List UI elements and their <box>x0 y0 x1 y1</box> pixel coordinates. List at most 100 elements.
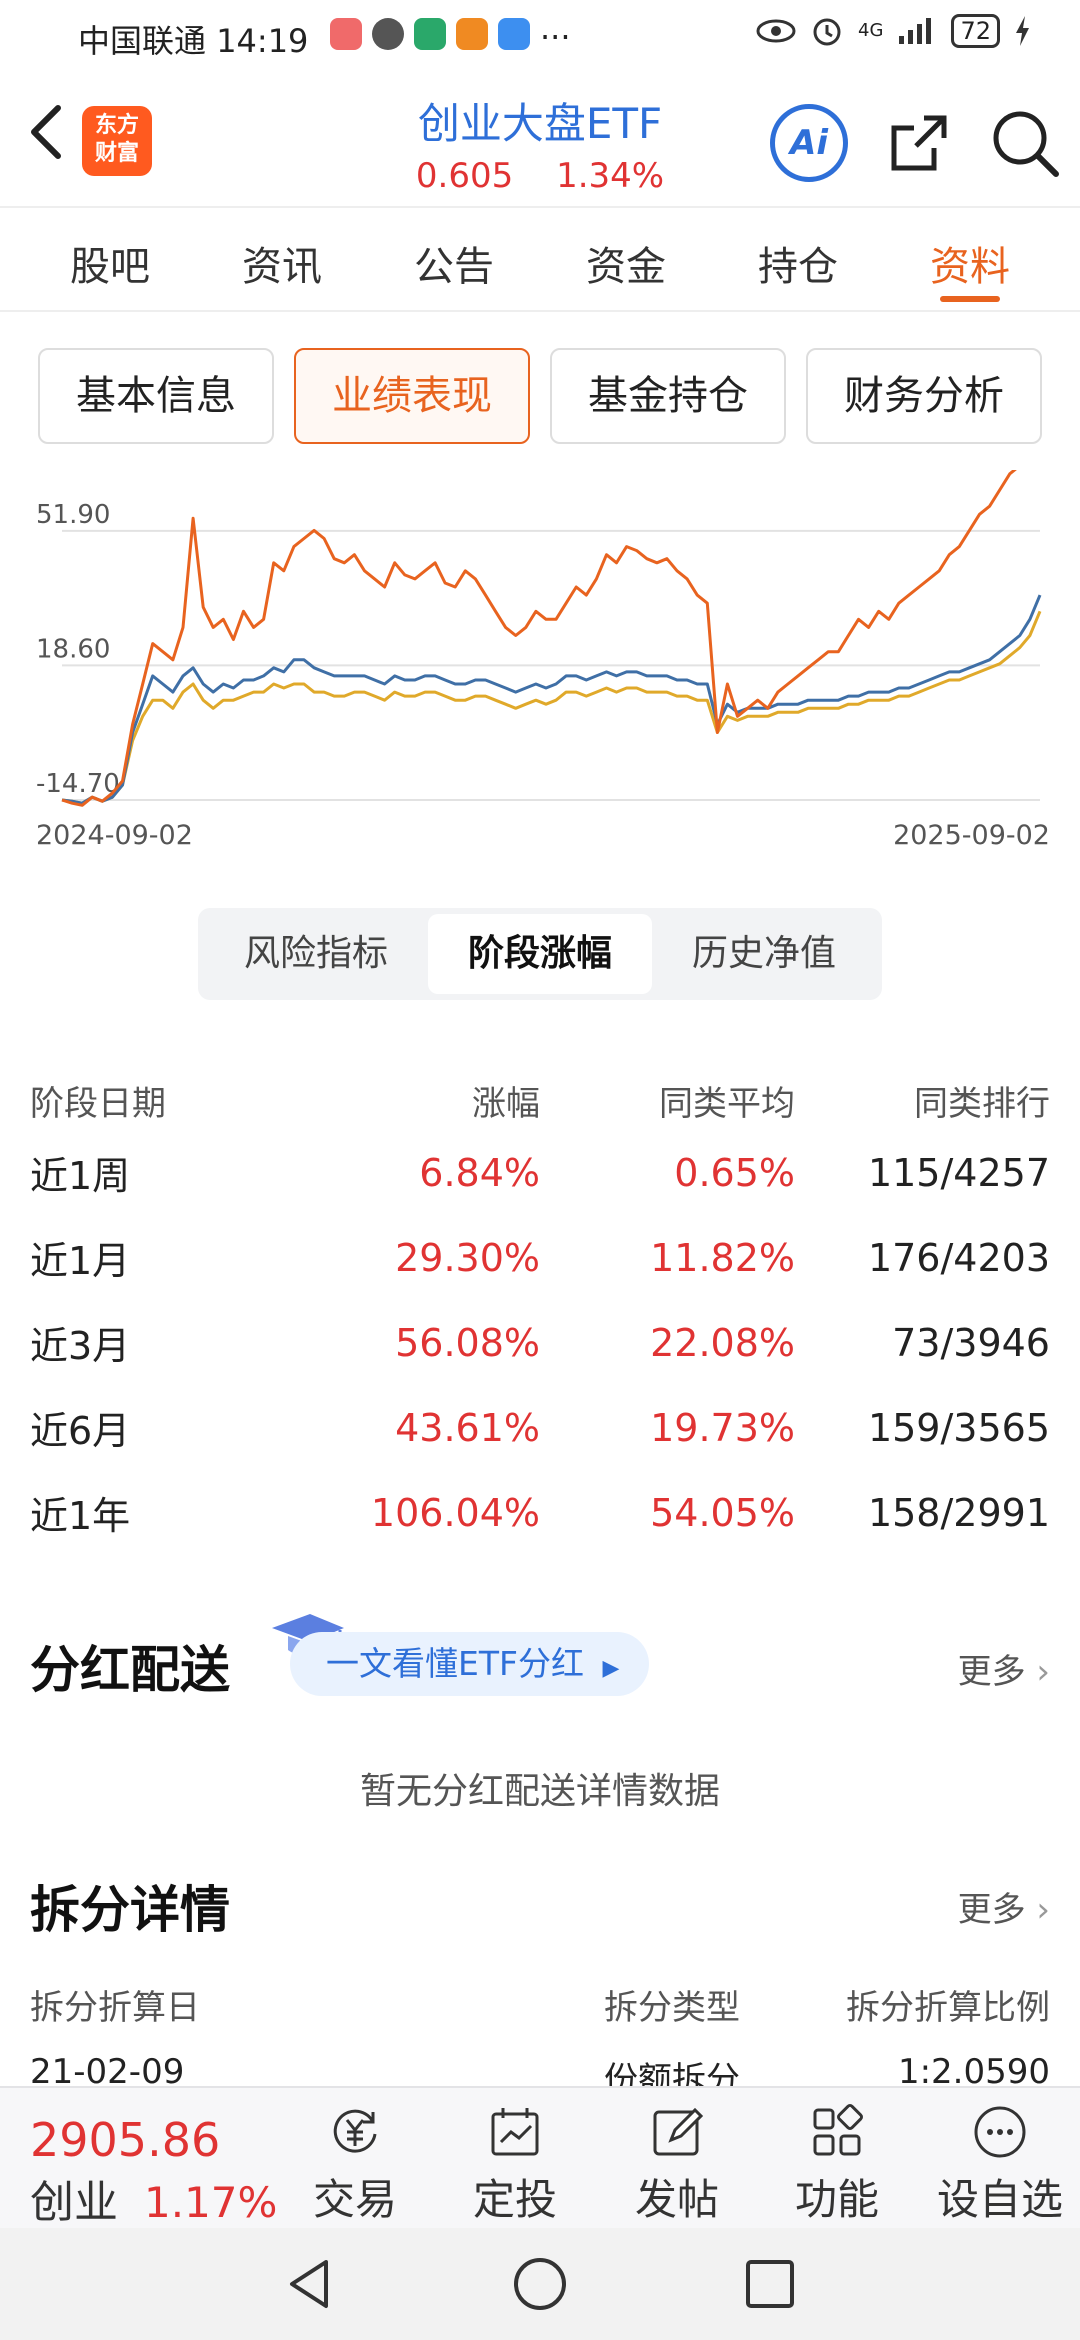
row-peer-avg: 19.73% <box>650 1405 795 1450</box>
audio-app-icon <box>372 18 404 50</box>
subtab-period-returns[interactable]: 阶段涨幅 <box>428 914 652 994</box>
tabs-divider <box>0 310 1080 312</box>
system-nav-bar <box>0 2228 1080 2340</box>
row-peer-avg: 22.08% <box>650 1320 795 1365</box>
nav-back-icon[interactable] <box>280 2254 340 2314</box>
nav-recents-icon[interactable] <box>740 2254 800 2314</box>
functions-button[interactable]: 功能 <box>782 2104 892 2227</box>
dividend-more-link[interactable]: 更多 › <box>958 1644 1050 1693</box>
alarm-icon <box>813 18 841 46</box>
notification-icons: ··· <box>330 18 571 56</box>
split-more-text: 更多 <box>957 1890 1026 1930</box>
nav-home-icon[interactable] <box>510 2254 570 2314</box>
segment-performance[interactable]: 业绩表现 <box>294 348 530 444</box>
tab-guba[interactable]: 股吧 <box>70 244 150 290</box>
row-peer-rank: 176/4203 <box>867 1235 1050 1280</box>
header: 东方 财富 创业大盘ETF 0.605 1.34% Ai <box>0 72 1080 208</box>
performance-chart: 51.90 18.60 -14.70 <box>36 470 1042 807</box>
header-divider <box>0 206 1080 208</box>
status-right: 4G 72 <box>756 14 1032 48</box>
row-peer-avg: 54.05% <box>650 1490 795 1535</box>
grid-apps-icon <box>813 2104 863 2156</box>
segment-fund-holdings[interactable]: 基金持仓 <box>550 348 786 444</box>
performance-subtabs: 风险指标 阶段涨幅 历史净值 <box>198 908 882 1000</box>
row-change: 106.04% <box>370 1490 540 1535</box>
y-tick-label: 51.90 <box>36 500 110 530</box>
row-peer-rank: 73/3946 <box>892 1320 1050 1365</box>
dividend-empty-message: 暂无分红配送详情数据 <box>359 1771 720 1812</box>
profile-segments: 基本信息 业绩表现 基金持仓 财务分析 <box>38 348 1042 444</box>
row-change: 6.84% <box>419 1150 540 1195</box>
series-line-fund <box>61 470 1017 807</box>
split-table-header: 拆分折算日 拆分类型 拆分折算比例 <box>30 1980 1050 2029</box>
status-bar: 中国联通 14:19 ··· 4G 72 <box>0 0 1080 72</box>
status-carrier-time: 中国联通 14:19 <box>78 16 308 62</box>
chart-x-end: 2025-09-02 <box>893 820 1050 851</box>
chart-y-ticks: 51.90 18.60 -14.70 <box>36 500 120 799</box>
chart-x-start: 2024-09-02 <box>36 820 193 851</box>
tab-capital[interactable]: 资金 <box>586 244 666 290</box>
dividend-more-text: 更多 <box>957 1652 1026 1692</box>
tab-profile[interactable]: 资料 <box>910 210 1030 310</box>
header-period: 阶段日期 <box>30 1083 166 1124</box>
row-change: 29.30% <box>395 1235 540 1280</box>
split-type: 份额拆分 <box>604 2060 740 2088</box>
series-line-index <box>61 594 1042 805</box>
row-peer-rank: 158/2991 <box>867 1490 1050 1535</box>
dividend-guide-link[interactable]: 一文看懂ETF分红 ▶ <box>290 1632 650 1696</box>
segment-basic-info[interactable]: 基本信息 <box>38 348 274 444</box>
y-tick-label: -14.70 <box>36 769 120 799</box>
index-ticker[interactable]: 2905.86 创业 1.17% <box>30 2114 277 2230</box>
table-header: 阶段日期 涨幅 同类平均 同类排行 <box>30 1070 1050 1130</box>
play-triangle-icon: ▶ <box>602 1656 620 1681</box>
post-label: 发帖 <box>634 2175 719 2224</box>
row-period: 近6月 <box>30 1409 131 1453</box>
row-peer-rank: 159/3565 <box>867 1405 1050 1450</box>
auto-invest-button[interactable]: 定投 <box>460 2104 570 2227</box>
back-arrow-icon[interactable] <box>22 102 72 162</box>
header-change: 涨幅 <box>472 1083 540 1124</box>
split-more-link[interactable]: 更多 › <box>958 1882 1050 1931</box>
chevron-right-icon: › <box>1036 1890 1050 1930</box>
network-type: 4G <box>858 20 884 41</box>
table-row: 近6月 43.61% 19.73% 159/3565 <box>30 1385 1050 1470</box>
split-ratio: 1:2.0590 <box>897 2052 1050 2088</box>
ai-button[interactable]: Ai <box>770 104 848 182</box>
row-peer-rank: 115/4257 <box>867 1150 1050 1195</box>
trade-button[interactable]: 交易 <box>300 2104 410 2227</box>
split-date: 21-02-09 <box>30 2052 185 2088</box>
bottom-toolbar: 2905.86 创业 1.17% 交易 定投 发帖 功能 设自选 <box>0 2086 1080 2228</box>
share-icon[interactable] <box>880 104 958 182</box>
subtab-nav-history[interactable]: 历史净值 <box>691 933 836 974</box>
functions-label: 功能 <box>794 2175 879 2224</box>
row-change: 43.61% <box>395 1405 540 1450</box>
split-header-ratio: 拆分折算比例 <box>846 1988 1050 2028</box>
auto-invest-label: 定投 <box>472 2175 557 2224</box>
house-app-icon <box>414 18 446 50</box>
app-logo: 东方 财富 <box>82 106 152 176</box>
y-tick-label: 18.60 <box>36 634 110 664</box>
search-icon[interactable] <box>986 104 1064 182</box>
table-row: 近1月 29.30% 11.82% 176/4203 <box>30 1215 1050 1300</box>
split-header-date: 拆分折算日 <box>30 1988 200 2028</box>
header-peer-avg: 同类平均 <box>659 1083 795 1124</box>
signal-icon <box>899 18 932 44</box>
yen-cycle-icon <box>333 2109 377 2153</box>
tab-announcements[interactable]: 公告 <box>414 244 494 290</box>
subtab-risk-metrics[interactable]: 风险指标 <box>243 933 388 974</box>
tab-news[interactable]: 资讯 <box>242 244 322 290</box>
price-line: 0.605 1.34% <box>0 156 1080 196</box>
cloud-app-icon <box>498 18 530 50</box>
split-row: 21-02-09 份额拆分 1:2.0590 <box>30 2052 1050 2088</box>
tab-holdings[interactable]: 持仓 <box>758 244 838 290</box>
post-button[interactable]: 发帖 <box>622 2104 732 2227</box>
edit-icon <box>653 2107 704 2156</box>
fund-title: 创业大盘ETF <box>417 99 663 148</box>
add-watchlist-button[interactable]: 设自选 <box>930 2104 1070 2227</box>
add-watchlist-label: 设自选 <box>936 2175 1063 2224</box>
shop-app-icon <box>330 18 362 50</box>
segment-financial-analysis[interactable]: 财务分析 <box>806 348 1042 444</box>
more-circle-icon <box>974 2106 1026 2158</box>
row-period: 近1月 <box>30 1239 131 1283</box>
row-peer-avg: 11.82% <box>650 1235 795 1280</box>
